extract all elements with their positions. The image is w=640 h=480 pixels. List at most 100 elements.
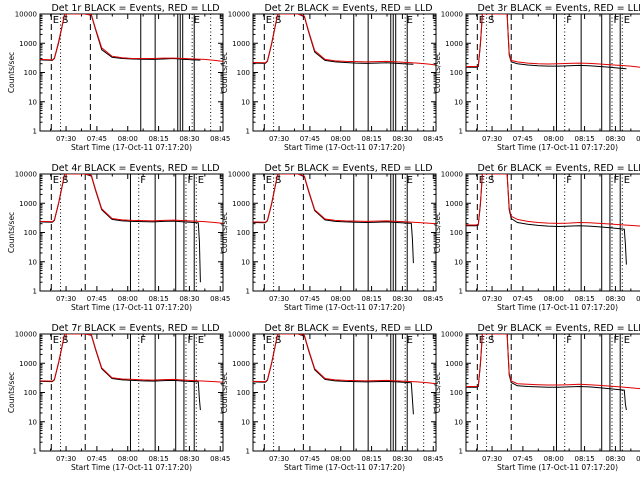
x-tick-label: 08:30	[605, 295, 625, 303]
plot-frame	[39, 173, 224, 292]
x-tick-label: 08:45	[636, 295, 640, 303]
plot-frame	[252, 13, 437, 132]
event-marker-label: S	[62, 15, 68, 26]
y-tick-label: 10000	[228, 11, 250, 19]
plot-frame	[252, 173, 437, 292]
x-tick-label: 07:45	[513, 455, 533, 463]
event-marker-label: F	[187, 175, 193, 186]
event-marker-label: E	[53, 15, 59, 26]
x-tick-label: 08:00	[331, 135, 351, 143]
x-axis-label: Start Time (17-Oct-11 07:17:20)	[284, 463, 405, 472]
x-tick-label: 07:30	[482, 455, 502, 463]
event-marker-label: F	[140, 175, 146, 186]
x-tick-label: 08:00	[118, 295, 138, 303]
y-tick-label: 1000	[19, 200, 37, 208]
y-axis-label: Counts/sec	[220, 52, 229, 93]
event-marker-label: E	[53, 175, 59, 186]
x-tick-label: 08:15	[361, 135, 381, 143]
y-tick-label: 10000	[15, 171, 37, 179]
plot-title: Det 4r BLACK = Events, RED = LLD	[51, 163, 219, 174]
x-tick-label: 08:30	[605, 455, 625, 463]
event-marker-label: E	[266, 175, 272, 186]
plot-frame	[465, 333, 640, 452]
y-tick-label: 1000	[445, 360, 463, 368]
x-axis-label: Start Time (17-Oct-11 07:17:20)	[71, 463, 192, 472]
y-tick-label: 100	[24, 69, 37, 77]
x-tick-label: 07:45	[300, 135, 320, 143]
y-tick-label: 1000	[19, 40, 37, 48]
y-tick-label: 10000	[441, 331, 463, 339]
panel-det-4r: 1 10 100 1000 10000 07:30 07:45 08:00 08:15 08:30…	[7, 163, 230, 312]
x-tick-label: 07:45	[513, 295, 533, 303]
series-lld-line	[253, 174, 436, 225]
event-marker-label: F	[566, 15, 572, 26]
plot-title: Det 2r BLACK = Events, RED = LLD	[264, 3, 432, 14]
event-marker-label: F	[566, 175, 572, 186]
series-lld-line	[466, 14, 640, 68]
y-tick-label: 10	[241, 418, 250, 426]
x-tick-label: 08:00	[331, 455, 351, 463]
y-tick-label: 10000	[228, 171, 250, 179]
y-tick-label: 1000	[232, 360, 250, 368]
event-marker-label: F	[140, 335, 146, 346]
panel-det-5r: 1 10 100 1000 10000 07:30 07:45 08:00 08:15 08:30…	[220, 163, 443, 312]
x-axis-label: Start Time (17-Oct-11 07:17:20)	[284, 143, 405, 152]
y-tick-label: 1	[459, 128, 463, 136]
y-tick-label: 1	[33, 288, 37, 296]
x-tick-label: 08:15	[361, 455, 381, 463]
event-marker-label: E	[407, 175, 413, 186]
x-axis-label: Start Time (17-Oct-11 07:17:20)	[497, 143, 618, 152]
y-tick-label: 1000	[445, 200, 463, 208]
panel-det-1r: 1 10 100 1000 10000 07:30 07:45 08:00 08:15 08:30…	[7, 3, 230, 152]
panel-det-6r: 1 10 100 1000 10000 07:30 07:45 08:00 08:15 08:30…	[433, 163, 640, 312]
x-tick-label: 07:30	[482, 295, 502, 303]
x-tick-label: 08:00	[544, 295, 564, 303]
x-axis-label: Start Time (17-Oct-11 07:17:20)	[497, 463, 618, 472]
x-tick-label: 08:45	[210, 455, 230, 463]
y-tick-label: 10	[28, 258, 37, 266]
y-tick-label: 100	[450, 229, 463, 237]
y-axis-label: Counts/sec	[220, 212, 229, 253]
y-tick-label: 1000	[19, 360, 37, 368]
x-tick-label: 08:45	[636, 455, 640, 463]
event-marker-label: E	[407, 15, 413, 26]
y-tick-label: 1	[246, 128, 250, 136]
event-marker-label: S	[275, 15, 281, 26]
series-events-line	[253, 174, 414, 264]
x-tick-label: 07:30	[56, 295, 76, 303]
event-marker-label: E	[266, 335, 272, 346]
plot-title: Det 3r BLACK = Events, RED = LLD	[477, 3, 640, 14]
series-lld-line	[466, 334, 640, 390]
series-lld-line	[40, 14, 223, 62]
event-marker-label: E	[624, 175, 630, 186]
series-events-line	[253, 334, 414, 415]
y-tick-label: 100	[237, 69, 250, 77]
event-marker-label: S	[62, 175, 68, 186]
event-marker-label: S	[275, 335, 281, 346]
x-tick-label: 08:45	[423, 135, 443, 143]
y-tick-label: 1	[459, 448, 463, 456]
plot-title: Det 6r BLACK = Events, RED = LLD	[477, 163, 640, 174]
y-tick-label: 10	[28, 98, 37, 106]
x-axis-label: Start Time (17-Oct-11 07:17:20)	[497, 303, 618, 312]
event-marker-label: E	[198, 175, 204, 186]
x-tick-label: 08:30	[179, 295, 199, 303]
y-tick-label: 100	[450, 389, 463, 397]
x-tick-label: 08:45	[210, 135, 230, 143]
x-tick-label: 08:15	[361, 295, 381, 303]
x-tick-label: 08:15	[574, 295, 594, 303]
series-lld-line	[253, 14, 436, 66]
plot-frame	[39, 13, 224, 132]
event-marker-label: S	[275, 175, 281, 186]
event-marker-label: E	[194, 15, 200, 26]
x-tick-label: 07:30	[482, 135, 502, 143]
x-axis-label: Start Time (17-Oct-11 07:17:20)	[71, 303, 192, 312]
x-tick-label: 07:45	[513, 135, 533, 143]
y-tick-label: 100	[450, 69, 463, 77]
panel-det-3r: 1 10 100 1000 10000 07:30 07:45 08:00 08:15 08:30…	[433, 3, 640, 152]
y-tick-label: 1	[459, 288, 463, 296]
y-tick-label: 10000	[441, 171, 463, 179]
event-marker-label: F	[566, 335, 572, 346]
series-lld-line	[466, 174, 640, 227]
y-axis-label: Counts/sec	[7, 52, 16, 93]
